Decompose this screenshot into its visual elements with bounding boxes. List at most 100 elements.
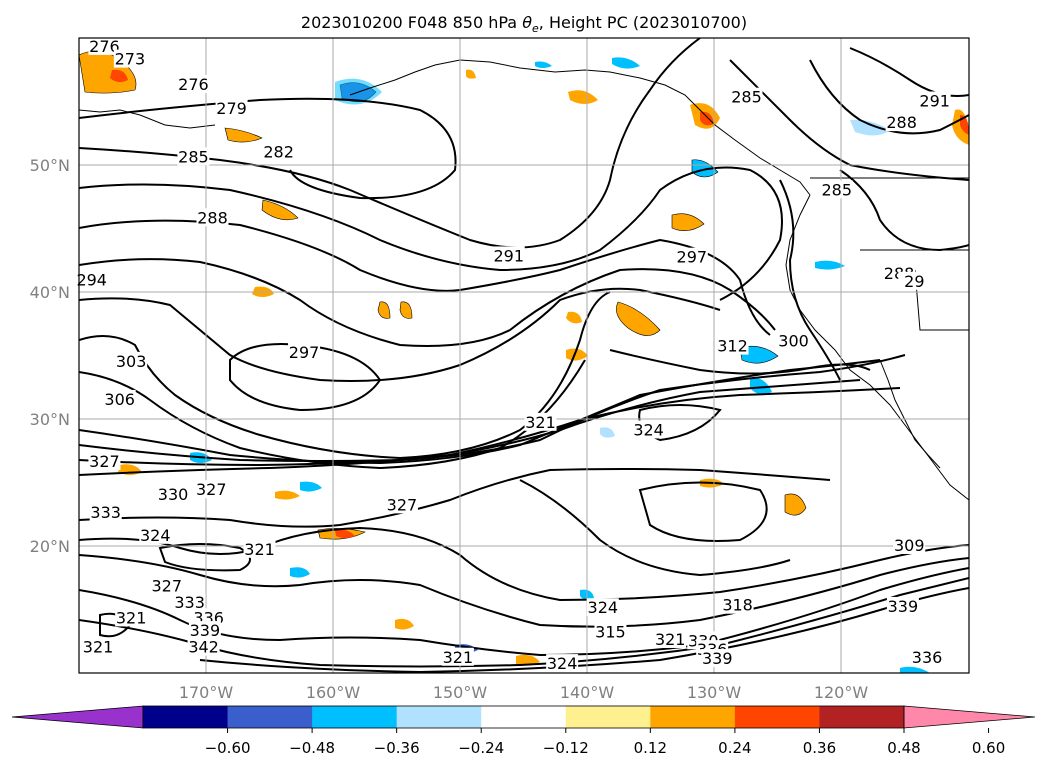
contour-label-bg — [654, 629, 687, 648]
contour-label-bg — [911, 647, 944, 666]
colorbar-extend-high — [903, 705, 1036, 729]
colorbar-segment — [819, 706, 905, 728]
contour-label-bg — [524, 412, 557, 431]
contour-label-bg — [188, 621, 221, 640]
contour-label: 330 — [158, 485, 189, 504]
map-frame — [78, 37, 970, 674]
contour-label: 321 — [83, 638, 114, 657]
colorbar-tick-label: 0.60 — [972, 739, 1005, 757]
contour-label: 303 — [116, 352, 147, 371]
contour-label: 300 — [778, 332, 809, 351]
graticule — [79, 38, 969, 673]
contour-label-bg — [886, 596, 919, 615]
contour-label: 339 — [702, 649, 733, 668]
contour-label-bg — [262, 142, 295, 161]
contour-label-bg — [88, 36, 121, 55]
contour-label: 312 — [717, 337, 748, 356]
colorbar-tick-label: −0.36 — [374, 739, 420, 757]
contour-label: 321 — [116, 608, 147, 627]
contour-label: 315 — [595, 622, 626, 641]
contour-label-bg — [177, 147, 210, 166]
contour-label-bg — [187, 637, 220, 656]
contour-label-bg — [777, 331, 810, 350]
contour-label: 324 — [140, 526, 171, 545]
colorbar-segment — [481, 706, 567, 728]
contour-label: 309 — [894, 536, 925, 555]
contour-label: 327 — [387, 495, 418, 514]
contour-label: 321 — [525, 413, 556, 432]
contour-label-bg — [701, 649, 734, 668]
contour-label-bg — [918, 91, 951, 110]
map-title: 2023010200 F048 850 hPa θe, Height PC (2… — [301, 13, 747, 35]
lon-label-160w: 160°W — [306, 683, 361, 702]
lon-label-170w: 170°W — [179, 683, 234, 702]
colorbar-segment — [565, 706, 651, 728]
contour-label-bg — [820, 180, 853, 199]
contour-label: 29 — [904, 272, 924, 291]
contour-label: 339 — [888, 597, 919, 616]
colorbar-tick-label: −0.12 — [543, 739, 589, 757]
contour-label: 336 — [912, 648, 943, 667]
contour-label-bg — [75, 270, 108, 289]
contour-label: 324 — [547, 654, 578, 673]
contour-label-bg — [150, 576, 183, 595]
colorbar-tick-label: 0.36 — [803, 739, 836, 757]
contour-label-bg — [89, 502, 122, 521]
contour-label: 291 — [919, 92, 950, 111]
contour-label-bg — [243, 539, 276, 558]
contour-label-bg — [721, 595, 754, 614]
contour-label-bg — [139, 525, 172, 544]
contour-label-bg — [632, 420, 665, 439]
contour-label-bg — [173, 593, 206, 612]
lon-label-140w: 140°W — [560, 683, 615, 702]
contour-label-bg — [594, 622, 627, 641]
lon-label-150w: 150°W — [433, 683, 488, 702]
colorbar-tick-label: 0.48 — [887, 739, 920, 757]
coastlines — [79, 59, 969, 501]
contour-label-bg — [898, 271, 931, 290]
contour-label: 333 — [90, 503, 121, 522]
contour-label-bg — [288, 342, 321, 361]
contour-label-bg — [157, 485, 190, 504]
contour-label-bg — [385, 495, 418, 514]
contour-label-bg — [716, 336, 749, 355]
colorbar-segment — [143, 706, 229, 728]
contour-label-bg — [893, 536, 926, 554]
contour-label: 339 — [190, 621, 221, 640]
contour-label: 276 — [89, 37, 120, 56]
contour-label: 342 — [188, 638, 219, 657]
contour-label-bg — [885, 113, 918, 132]
colorbar-tick-label: −0.24 — [458, 739, 504, 757]
contour-label-bg — [586, 598, 619, 617]
contour-label-bg — [82, 637, 115, 656]
contour-label-bg — [115, 608, 148, 627]
contour-label: 324 — [588, 598, 619, 617]
colorbar-segment — [734, 706, 820, 728]
contour-label: 327 — [89, 452, 120, 471]
contour-label: 282 — [263, 142, 294, 161]
longitude-labels: 170°W 160°W 150°W 140°W 130°W 120°W — [179, 683, 869, 702]
contour-label-bg — [88, 452, 121, 471]
contour-label: 318 — [722, 596, 753, 615]
colorbar-tick-label: 0.24 — [718, 739, 751, 757]
contour-label: 285 — [731, 88, 762, 107]
lat-label-20n: 20°N — [30, 537, 70, 556]
colorbar-tick-label: 0.12 — [634, 739, 667, 757]
colorbar-segment — [312, 706, 398, 728]
lat-label-50n: 50°N — [30, 156, 70, 175]
contour-label: 321 — [244, 540, 275, 559]
contour-label: 285 — [821, 180, 852, 199]
contour-label-bg — [196, 208, 229, 227]
contour-label: 279 — [216, 99, 247, 118]
colorbar-tick-label: −0.60 — [205, 739, 251, 757]
contour-label: 288 — [886, 113, 917, 132]
contour-label: 297 — [677, 248, 708, 267]
contour-label-bg — [675, 247, 708, 266]
contour-label: 327 — [151, 577, 182, 596]
contour-label: 297 — [289, 343, 320, 362]
lon-label-120w: 120°W — [814, 683, 869, 702]
colorbar: −0.60 −0.48 −0.36 −0.24 −0.12 0.12 0.24 0.36 0.4… — [11, 705, 1036, 757]
contour-label-bg — [215, 99, 248, 118]
